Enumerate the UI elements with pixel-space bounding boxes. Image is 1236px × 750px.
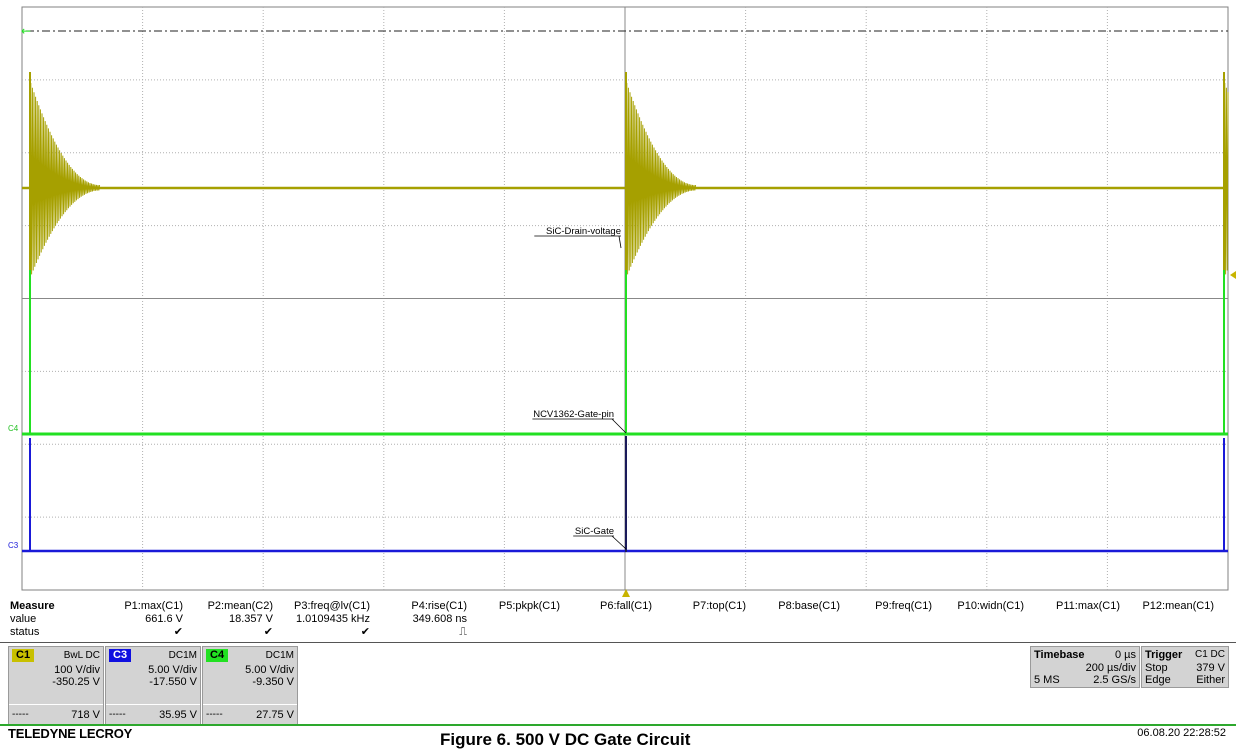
- trigger-time-marker: [622, 589, 630, 597]
- sic-gate-label-leader: [611, 535, 627, 550]
- channel-c1-tag: C1: [12, 649, 35, 662]
- measure-name-11[interactable]: P11:max(C1): [1056, 600, 1120, 612]
- c1-drain-trace: [22, 82, 1229, 279]
- measure-title: Measure: [10, 600, 55, 612]
- channel-c3-level: 35.95 V: [159, 709, 197, 721]
- measure-name-7[interactable]: P7:top(C1): [692, 600, 746, 612]
- channel-c4-offset: -9.350 V: [252, 676, 294, 688]
- trigger-box[interactable]: Trigger C1 DC Stop 379 V Edge Either: [1141, 646, 1229, 688]
- measure-value-row: value 661.6 V 18.357 V 1.0109435 kHz 349.60…: [10, 613, 1230, 626]
- drain-label: SiC-Drain-voltage: [546, 226, 621, 237]
- status-row-label: status: [10, 626, 40, 638]
- trigger-label: Trigger: [1145, 649, 1183, 661]
- channel-c4-dash: -----: [206, 709, 223, 720]
- channel-c4-level: 27.75 V: [256, 709, 294, 721]
- channel-c4-vdiv: 5.00 V/div: [245, 664, 294, 676]
- trigger-type: Edge: [1145, 674, 1171, 686]
- measure-name-5[interactable]: P5:pkpk(C1): [498, 600, 560, 612]
- measure-name-6[interactable]: P6:fall(C1): [600, 600, 652, 612]
- measure-status-1: ✔: [173, 626, 183, 638]
- channel-c3-offset: -17.550 V: [149, 676, 197, 688]
- panel-divider: [0, 642, 1236, 643]
- trigger-slope: Either: [1196, 674, 1225, 686]
- measure-status-4: ⎍: [459, 626, 467, 638]
- measure-value-2: 18.357 V: [228, 613, 273, 625]
- waveform-traces: [22, 72, 1229, 553]
- c4-marker: C4: [8, 424, 19, 433]
- channel-c4-tag: C4: [206, 649, 229, 662]
- timebase-tdiv: 200 µs/div: [1085, 662, 1136, 674]
- measure-name-4[interactable]: P4:rise(C1): [411, 600, 467, 612]
- measure-name-3[interactable]: P3:freq@lv(C1): [294, 600, 370, 612]
- measure-name-1[interactable]: P1:max(C1): [124, 600, 183, 612]
- channel-c3-box[interactable]: C3 DC1M 5.00 V/div -17.550 V ----- 35.95 …: [105, 646, 201, 726]
- brand-logo: TELEDYNE LECROY: [8, 726, 133, 741]
- measure-value-4: 349.608 ns: [412, 613, 467, 625]
- trace-annotations: SiC-Drain-voltage NCV1362-Gate-pin SiC-Gat…: [8, 226, 1236, 597]
- channel-c1-vdiv: 100 V/div: [54, 664, 100, 676]
- c3-marker: C3: [8, 541, 19, 550]
- gate-pin-label-leader: [611, 418, 627, 434]
- value-row-label: value: [10, 613, 37, 625]
- channel-c1-level: 718 V: [71, 709, 100, 721]
- gate-pin-label: NCV1362-Gate-pin: [533, 409, 614, 420]
- timebase-box[interactable]: Timebase 0 µs 200 µs/div 5 MS 2.5 GS/s: [1030, 646, 1140, 688]
- channel-c1-dash: -----: [12, 709, 29, 720]
- measure-name-9[interactable]: P9:freq(C1): [875, 600, 932, 612]
- trigger-level-marker: [1230, 271, 1236, 279]
- timebase-delay: 0 µs: [1114, 649, 1136, 661]
- timebase-label: Timebase: [1034, 649, 1085, 661]
- channel-c3-tag: C3: [109, 649, 132, 662]
- channel-c3-dash: -----: [109, 709, 126, 720]
- measure-name-10[interactable]: P10:widn(C1): [957, 600, 1024, 612]
- channel-c4-box[interactable]: C4 DC1M 5.00 V/div -9.350 V ----- 27.75 V: [202, 646, 298, 726]
- channel-c1-box[interactable]: C1 BwL DC 100 V/div -350.25 V ----- 718 V: [8, 646, 104, 726]
- figure-caption: Figure 6. 500 V DC Gate Circuit: [440, 730, 691, 749]
- measure-name-8[interactable]: P8:base(C1): [778, 600, 840, 612]
- channel-c1-offset: -350.25 V: [52, 676, 100, 688]
- measure-status-2: ✔: [263, 626, 273, 638]
- trigger-mode: Stop: [1145, 662, 1168, 674]
- channel-c1-coupling: BwL DC: [63, 650, 100, 661]
- channel-c3-coupling: DC1M: [168, 650, 197, 661]
- timebase-samples: 5 MS: [1034, 674, 1060, 686]
- trigger-level: 379 V: [1196, 662, 1225, 674]
- reference-arrow: ←: [21, 24, 31, 38]
- timestamp: 06.08.20 22:28:52: [1137, 727, 1226, 739]
- measure-name-12[interactable]: P12:mean(C1): [1142, 600, 1214, 612]
- measure-header-row: Measure P1:max(C1) P2:mean(C2) P3:freq@lv(…: [10, 600, 1230, 613]
- measure-status-row: status ✔ ✔ ✔ ⎍: [10, 626, 1230, 639]
- oscilloscope-grid: ← SiC-Drain-voltage NCV1362-Gate-pin SiC-G…: [8, 6, 1236, 597]
- channel-c4-coupling: DC1M: [265, 650, 294, 661]
- drain-label-leader: [618, 235, 622, 249]
- measure-status-3: ✔: [360, 626, 370, 638]
- measure-name-2[interactable]: P2:mean(C2): [207, 600, 273, 612]
- measure-value-1: 661.6 V: [145, 613, 183, 625]
- measure-value-3: 1.0109435 kHz: [296, 613, 370, 625]
- sic-gate-label: SiC-Gate: [575, 526, 614, 537]
- channel-c3-vdiv: 5.00 V/div: [148, 664, 197, 676]
- trigger-source: C1 DC: [1194, 649, 1225, 660]
- status-bar-line: [0, 724, 1236, 726]
- timebase-rate: 2.5 GS/s: [1093, 674, 1136, 686]
